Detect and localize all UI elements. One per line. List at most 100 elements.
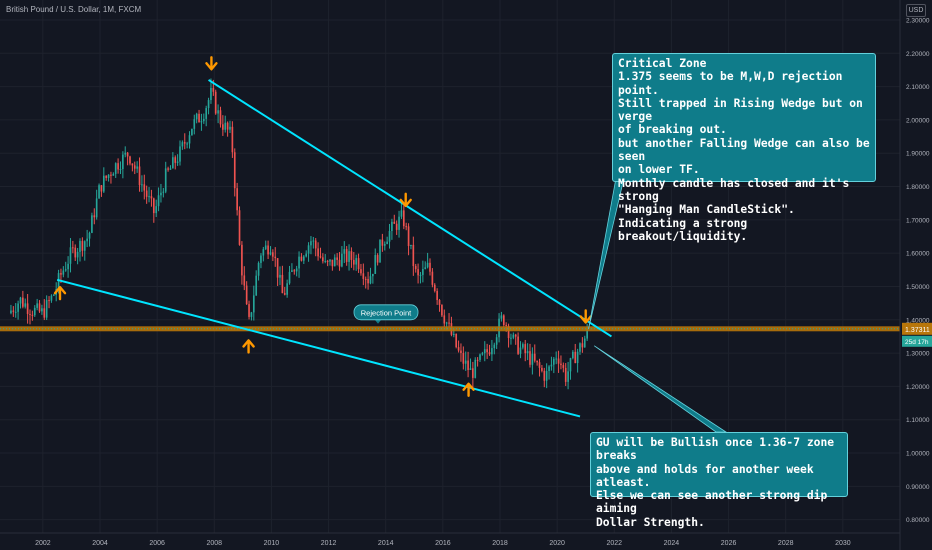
y-tick-label: 1.30000 — [906, 351, 930, 358]
candle-body — [517, 336, 519, 354]
candle-body — [26, 303, 29, 314]
candle-body — [350, 251, 353, 260]
candle-body — [12, 310, 15, 312]
candle-body — [400, 210, 403, 217]
arrow-down-icon — [579, 309, 592, 324]
candle-body — [129, 156, 131, 164]
candle-body — [248, 304, 250, 317]
candle-body — [395, 223, 398, 230]
y-tick-label: 1.70000 — [906, 217, 930, 224]
y-tick-label: 2.00000 — [906, 117, 930, 124]
candle-body — [455, 333, 458, 348]
candle-body — [310, 241, 312, 246]
candle-body — [145, 190, 148, 197]
candle-body — [198, 113, 200, 123]
y-tick-label: 1.60000 — [906, 251, 930, 258]
callout-bullish-condition[interactable]: GU will be Bullish once 1.36-7 zone brea… — [590, 432, 848, 529]
candle-body — [569, 358, 572, 372]
candle-body — [257, 262, 260, 276]
candle-body — [267, 245, 269, 255]
x-tick-label: 2026 — [721, 540, 737, 547]
currency-badge[interactable]: USD — [906, 4, 926, 17]
candle-body — [472, 368, 474, 378]
candle-body — [586, 328, 588, 339]
candle-body — [381, 239, 384, 246]
candle-body — [424, 267, 427, 269]
callout-top-line: Monthly candle has closed and it's stron… — [618, 176, 850, 203]
candle-body — [276, 258, 279, 278]
candle-body — [19, 297, 22, 304]
rejection-label-text: Rejection Point — [361, 308, 412, 317]
candle-body — [102, 175, 105, 192]
candle-body — [326, 260, 329, 262]
candle-body — [464, 360, 467, 364]
candle-body — [374, 255, 377, 274]
x-tick-label: 2030 — [835, 540, 851, 547]
candle-body — [433, 284, 436, 291]
candle-body — [417, 269, 419, 276]
candle-body — [22, 297, 24, 307]
candle-body — [431, 271, 434, 285]
candle-body — [574, 351, 577, 364]
candle-body — [293, 270, 296, 272]
candle-body — [364, 278, 367, 280]
candle-body — [341, 253, 343, 267]
candle-body — [155, 206, 158, 214]
candle-body — [479, 354, 481, 360]
candle-body — [45, 300, 48, 318]
candle-body — [514, 334, 517, 337]
candle-body — [302, 256, 305, 261]
candle-body — [367, 279, 369, 284]
candle-body — [445, 322, 448, 324]
arrow-head — [399, 198, 412, 208]
candle-body — [179, 146, 181, 162]
candle-body — [126, 152, 129, 157]
candle-body — [550, 364, 553, 367]
candle-body — [119, 168, 122, 170]
x-tick-label: 2020 — [549, 540, 565, 547]
candle-body — [319, 256, 322, 258]
callout-bottom-line: GU will be Bullish once 1.36-7 zone brea… — [596, 436, 835, 463]
callout-critical-zone[interactable]: Critical Zone 1.375 seems to be M,W,D rej… — [612, 53, 876, 243]
candle-body — [262, 249, 265, 256]
candle-body — [560, 363, 562, 366]
candle-body — [462, 353, 465, 364]
candle-body — [324, 260, 327, 262]
candle-body — [252, 295, 255, 313]
candle-body — [524, 344, 527, 354]
candle-body — [95, 198, 98, 218]
candle-body — [372, 273, 374, 277]
arrow-up-icon — [242, 339, 255, 354]
candle-body — [281, 274, 284, 294]
candle-body — [255, 275, 258, 296]
arrow-head — [242, 339, 255, 348]
candle-body — [14, 311, 17, 313]
candle-body — [452, 333, 455, 335]
x-tick-label: 2012 — [321, 540, 337, 547]
candle-body — [314, 240, 317, 249]
candle-body — [105, 175, 108, 178]
price-badge — [902, 322, 932, 335]
x-tick-label: 2008 — [206, 540, 222, 547]
candle-body — [538, 362, 541, 368]
y-tick-label: 1.90000 — [906, 151, 930, 158]
x-tick-label: 2016 — [435, 540, 451, 547]
candle-body — [150, 196, 153, 199]
candle-body — [93, 215, 96, 218]
callout-top-line: "Hanging Man CandleStick". — [618, 203, 795, 217]
candle-body — [207, 100, 210, 109]
arrow-head — [53, 285, 67, 295]
candle-body — [100, 185, 103, 192]
candle-body — [186, 143, 188, 145]
y-tick-label: 1.80000 — [906, 184, 930, 191]
candle-body — [233, 152, 236, 189]
candle-body — [322, 257, 324, 262]
candle-body — [238, 210, 241, 245]
candle-body — [67, 263, 69, 270]
trendlines — [56, 79, 612, 418]
candle-body — [519, 347, 522, 354]
candle-body — [164, 168, 167, 192]
candle-body — [60, 273, 62, 275]
candle-body — [448, 322, 450, 324]
callout-top-line: Still trapped in Rising Wedge but on ver… — [618, 96, 863, 124]
